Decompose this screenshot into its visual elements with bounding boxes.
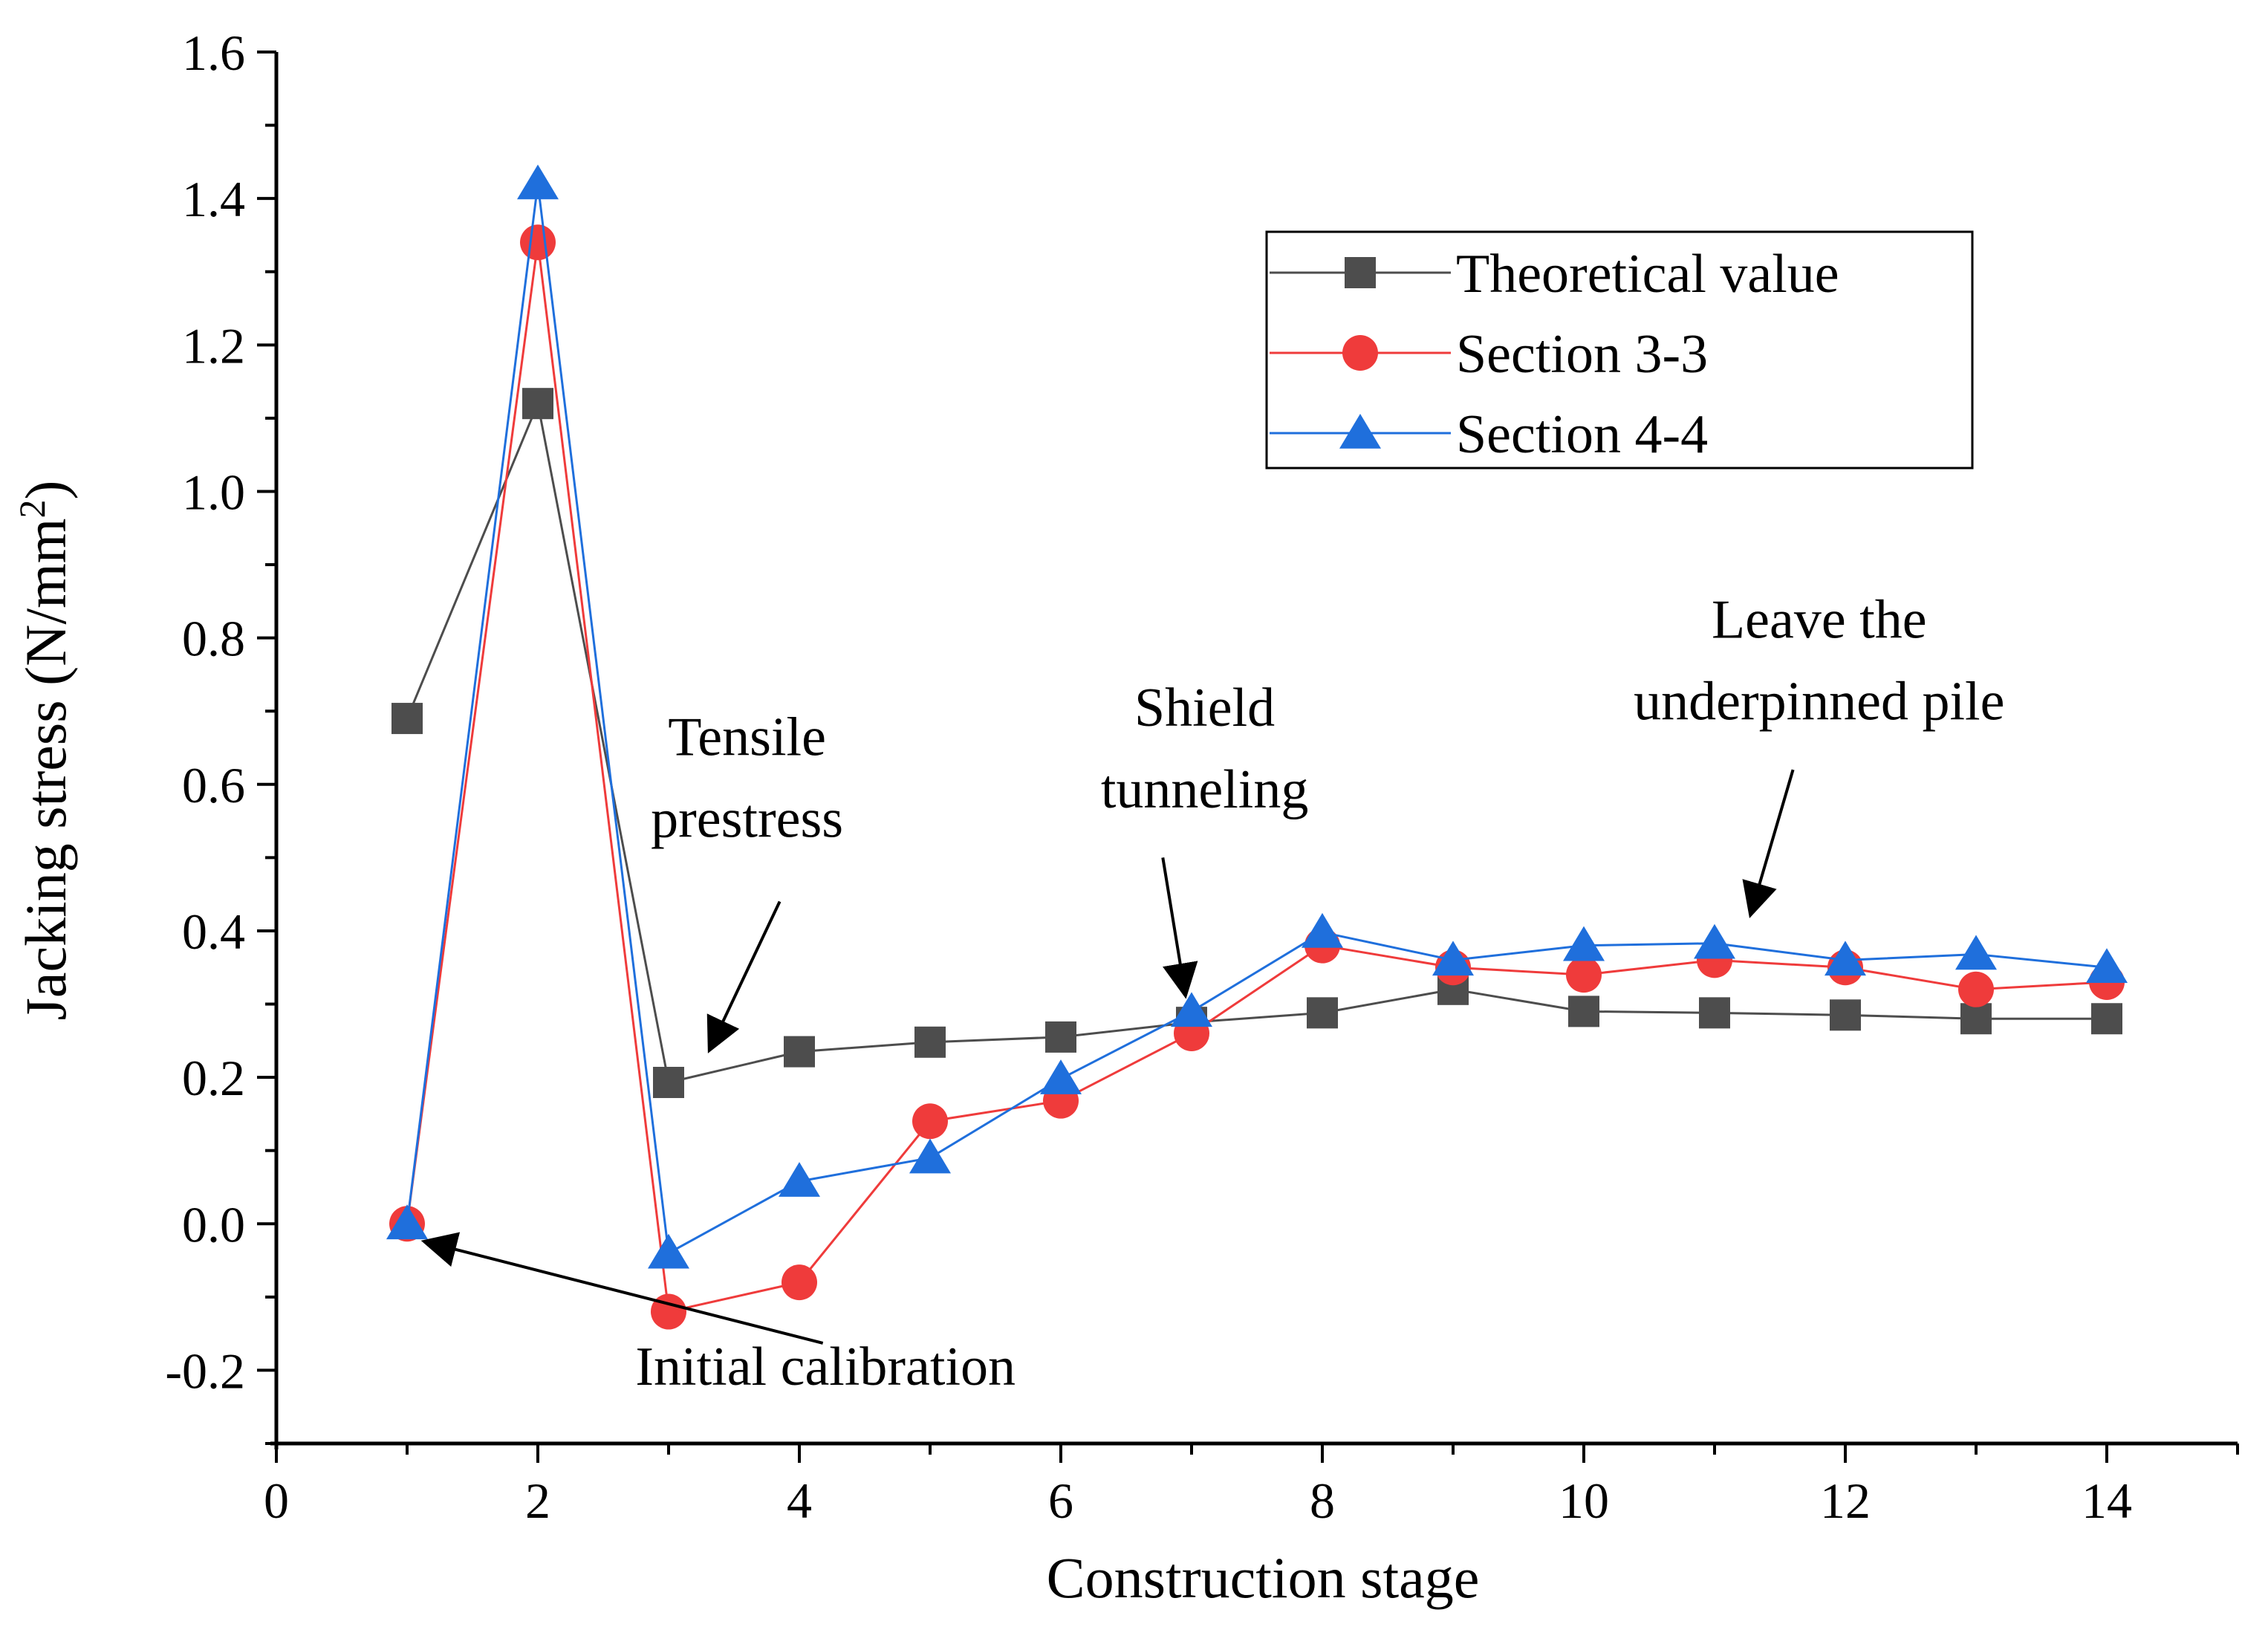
data-point — [1955, 935, 1997, 970]
y-axis-ticks: -0.2 0.0 0.2 0.4 0.6 0.8 1.0 1.2 1.4 1.6 — [165, 25, 276, 1445]
annotation-text: Shield — [1134, 678, 1275, 738]
annotation-text: tunneling — [1101, 759, 1309, 820]
data-point — [1432, 941, 1474, 976]
data-point — [914, 1026, 946, 1058]
data-point — [1694, 923, 1735, 959]
data-point — [1307, 997, 1338, 1029]
data-point — [1568, 996, 1599, 1027]
annotation-text: Leave the — [1712, 590, 1927, 651]
x-axis-ticks: 0 2 4 6 8 10 12 14 — [264, 1443, 2239, 1529]
annotation-arrow — [1161, 857, 1198, 999]
data-point — [1563, 926, 1605, 961]
data-point — [1825, 941, 1866, 976]
data-point — [1830, 999, 1861, 1031]
y-axis-title-superscript: 2 — [11, 500, 53, 519]
legend-marker — [1342, 335, 1378, 371]
y-tick-label: 1.2 — [182, 317, 245, 374]
axes — [270, 52, 2238, 1449]
annotation-text: underpinned pile — [1634, 672, 2004, 733]
y-tick-label: 1.6 — [182, 25, 245, 81]
series-line — [406, 399, 2107, 1084]
y-axis-title: Jacking stress (N/mm2) — [11, 481, 78, 1021]
data-point — [517, 164, 559, 200]
y-tick-label: 1.0 — [182, 464, 245, 520]
data-point — [1045, 1021, 1076, 1053]
legend-label: Theoretical value — [1456, 244, 1839, 305]
data-point — [1040, 1059, 1082, 1094]
y-tick-label: 1.4 — [182, 171, 245, 227]
x-tick-label: 4 — [787, 1472, 812, 1529]
data-point — [1302, 912, 1343, 948]
series-layer — [386, 164, 2128, 1330]
x-tick-label: 14 — [2082, 1472, 2132, 1529]
annotation-arrow — [420, 1232, 824, 1345]
annotation-shield: Shield tunneling — [1101, 678, 1309, 999]
data-point — [2086, 948, 2128, 984]
data-point — [1960, 1003, 1992, 1035]
legend-label: Section 4-4 — [1456, 404, 1708, 465]
annotation-arrow — [1742, 769, 1795, 918]
y-axis-title-main: Jacking stress (N/mm — [13, 519, 78, 1021]
data-point — [782, 1264, 817, 1301]
y-tick-label: 0.8 — [182, 611, 245, 667]
annotation-arrow — [706, 900, 782, 1053]
annotation-text: prestress — [651, 788, 843, 849]
legend-marker — [1345, 257, 1376, 288]
data-point — [522, 388, 553, 420]
data-point — [2091, 1003, 2122, 1035]
data-point — [391, 703, 423, 735]
data-point — [909, 1138, 951, 1174]
data-point — [1566, 957, 1602, 993]
data-point — [386, 1204, 428, 1240]
x-tick-label: 2 — [525, 1472, 550, 1529]
annotation-leave: Leave the underpinned pile — [1634, 590, 2004, 918]
y-tick-label: 0.6 — [182, 757, 245, 814]
x-axis-title: Construction stage — [1047, 1545, 1480, 1610]
legend: Theoretical value Section 3-3 Section 4-4 — [1265, 230, 1974, 470]
annotation-text: Tensile — [668, 707, 826, 767]
annotation-text: Initial calibration — [635, 1337, 1016, 1397]
y-tick-label: 0.0 — [182, 1196, 245, 1253]
y-axis-title-close: ) — [13, 481, 78, 500]
x-tick-label: 0 — [264, 1472, 289, 1529]
y-tick-label: 0.4 — [182, 903, 245, 960]
legend-box — [1265, 230, 1974, 470]
annotations-layer: Initial calibration Tensile prestress Shiel… — [420, 590, 2004, 1397]
data-point — [653, 1067, 684, 1099]
x-tick-label: 6 — [1048, 1472, 1073, 1529]
data-point — [520, 224, 556, 261]
series-theoretical-value — [391, 388, 2122, 1099]
data-point — [648, 1233, 689, 1269]
x-tick-label: 12 — [1820, 1472, 1871, 1529]
data-point — [784, 1036, 815, 1068]
data-point — [1699, 997, 1730, 1029]
data-point — [912, 1103, 948, 1140]
data-point — [779, 1162, 820, 1197]
legend-entry: Section 3-3 — [1270, 324, 1708, 385]
data-point — [1171, 992, 1212, 1027]
legend-label: Section 3-3 — [1456, 324, 1708, 385]
series-line — [406, 184, 2108, 1256]
data-point — [1958, 971, 1994, 1007]
y-tick-label: -0.2 — [165, 1342, 245, 1399]
x-tick-label: 8 — [1310, 1472, 1335, 1529]
series-section-4-4 — [386, 164, 2128, 1269]
y-tick-label: 0.2 — [182, 1050, 245, 1106]
annotation-initial: Initial calibration — [420, 1232, 1016, 1397]
series-line — [406, 242, 2108, 1313]
annotation-tensile: Tensile prestress — [651, 707, 843, 1053]
legend-entry: Section 4-4 — [1270, 404, 1708, 465]
legend-marker — [1339, 414, 1381, 449]
legend-entry: Theoretical value — [1270, 244, 1839, 305]
x-tick-label: 10 — [1559, 1472, 1609, 1529]
